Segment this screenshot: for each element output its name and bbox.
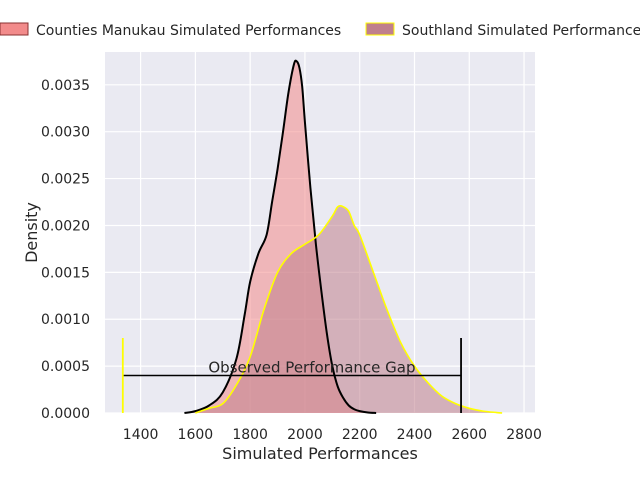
x-tick-label: 1600 <box>178 427 214 443</box>
y-tick-label: 0.0010 <box>41 312 90 328</box>
series-area-1 <box>195 205 503 413</box>
x-tick-label: 1800 <box>232 427 268 443</box>
x-tick-label: 2600 <box>451 427 487 443</box>
x-tick-label: 2800 <box>506 427 542 443</box>
legend: Counties Manukau Simulated Performances S… <box>0 22 640 39</box>
series-area-0 <box>184 60 377 414</box>
performance-gap-annotation: Observed Performance Gap <box>121 337 462 413</box>
series-areas <box>184 59 503 414</box>
legend-label-0: Counties Manukau Simulated Performances <box>36 23 341 39</box>
y-tick-label: 0.0015 <box>41 265 90 281</box>
y-tick-label: 0.0025 <box>41 172 90 188</box>
y-tick-label: 0.0020 <box>41 218 90 234</box>
legend-swatch-0 <box>0 22 29 36</box>
x-tick-label: 2000 <box>287 427 323 443</box>
y-tick-label: 0.0035 <box>41 78 90 94</box>
x-tick-label: 1400 <box>123 427 159 443</box>
legend-swatch-1 <box>365 22 395 36</box>
series-line-0 <box>184 59 377 414</box>
legend-label-1: Southland Simulated Performances <box>402 23 640 39</box>
x-axis-label: Simulated Performances <box>222 444 418 463</box>
y-tick-label: 0.0000 <box>41 406 90 422</box>
x-tick-label: 2200 <box>342 427 378 443</box>
axis-ticks: 1400 1600 1800 2000 2200 2400 2600 2800 0.0000 0.… <box>41 78 542 443</box>
y-tick-label: 0.0005 <box>41 359 90 375</box>
series-line-1 <box>195 205 503 414</box>
y-tick-label: 0.0030 <box>41 125 90 141</box>
x-tick-label: 2400 <box>397 427 433 443</box>
y-axis-label: Density <box>22 202 41 263</box>
gap-label: Observed Performance Gap <box>208 358 415 376</box>
